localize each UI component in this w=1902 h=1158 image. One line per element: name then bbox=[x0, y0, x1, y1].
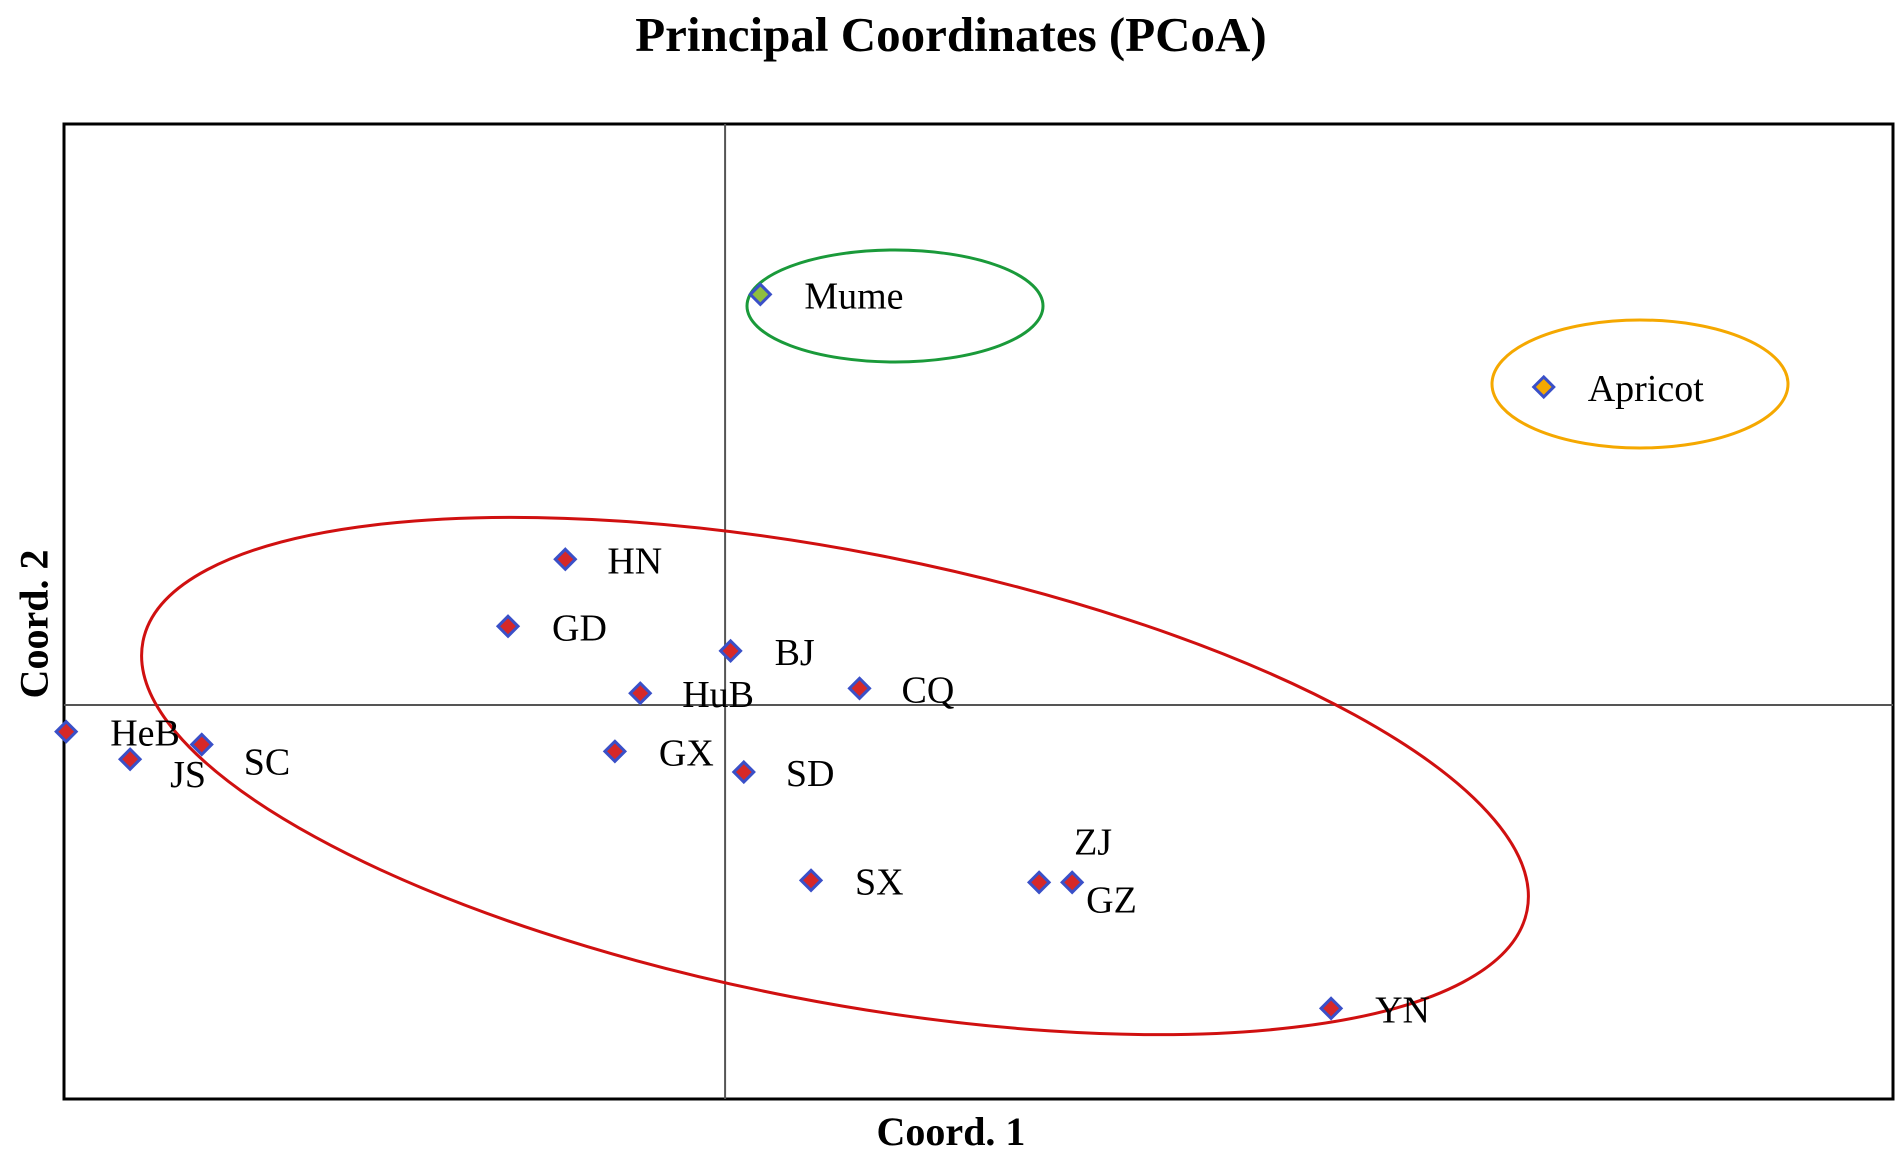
point-label-js: JS bbox=[170, 754, 206, 796]
point-hn bbox=[553, 547, 578, 572]
point-label-gz: GZ bbox=[1086, 879, 1137, 921]
point-label-heb: HeB bbox=[110, 713, 180, 755]
point-sc bbox=[189, 732, 214, 757]
point-gx bbox=[602, 739, 628, 764]
point-label-gx: GX bbox=[659, 732, 714, 774]
point-mume bbox=[748, 282, 773, 307]
point-gd bbox=[495, 614, 521, 639]
plot-frame bbox=[62, 122, 1895, 1101]
point-heb bbox=[54, 719, 79, 744]
x-axis-label: Coord. 1 bbox=[876, 1109, 1026, 1154]
main-group-ellipse bbox=[140, 515, 1530, 1037]
point-label-yn: YN bbox=[1375, 989, 1430, 1031]
point-label-sc: SC bbox=[244, 741, 290, 783]
point-bj bbox=[718, 638, 743, 664]
point-sx bbox=[798, 868, 824, 893]
point-label-sx: SX bbox=[855, 861, 904, 903]
point-js bbox=[117, 747, 143, 772]
point-label-hub: HuB bbox=[682, 674, 754, 716]
point-label-sd: SD bbox=[786, 753, 835, 795]
point-apricot bbox=[1531, 374, 1556, 400]
point-zj bbox=[1026, 870, 1052, 895]
point-label-cq: CQ bbox=[902, 669, 955, 711]
point-label-gd: GD bbox=[552, 607, 607, 649]
point-gz bbox=[1060, 870, 1085, 895]
point-yn bbox=[1318, 996, 1344, 1021]
point-label-mume: Mume bbox=[804, 275, 903, 317]
point-label-hn: HN bbox=[607, 540, 662, 582]
mume-ellipse bbox=[745, 248, 1045, 364]
point-cq bbox=[847, 676, 872, 701]
apricot-ellipse bbox=[1490, 318, 1790, 450]
point-label-zj: ZJ bbox=[1074, 821, 1112, 863]
point-label-apricot: Apricot bbox=[1588, 368, 1705, 410]
chart-title: Principal Coordinates (PCoA) bbox=[635, 7, 1267, 62]
point-label-bj: BJ bbox=[775, 632, 815, 674]
point-hub bbox=[628, 681, 653, 706]
point-sd bbox=[731, 759, 756, 785]
